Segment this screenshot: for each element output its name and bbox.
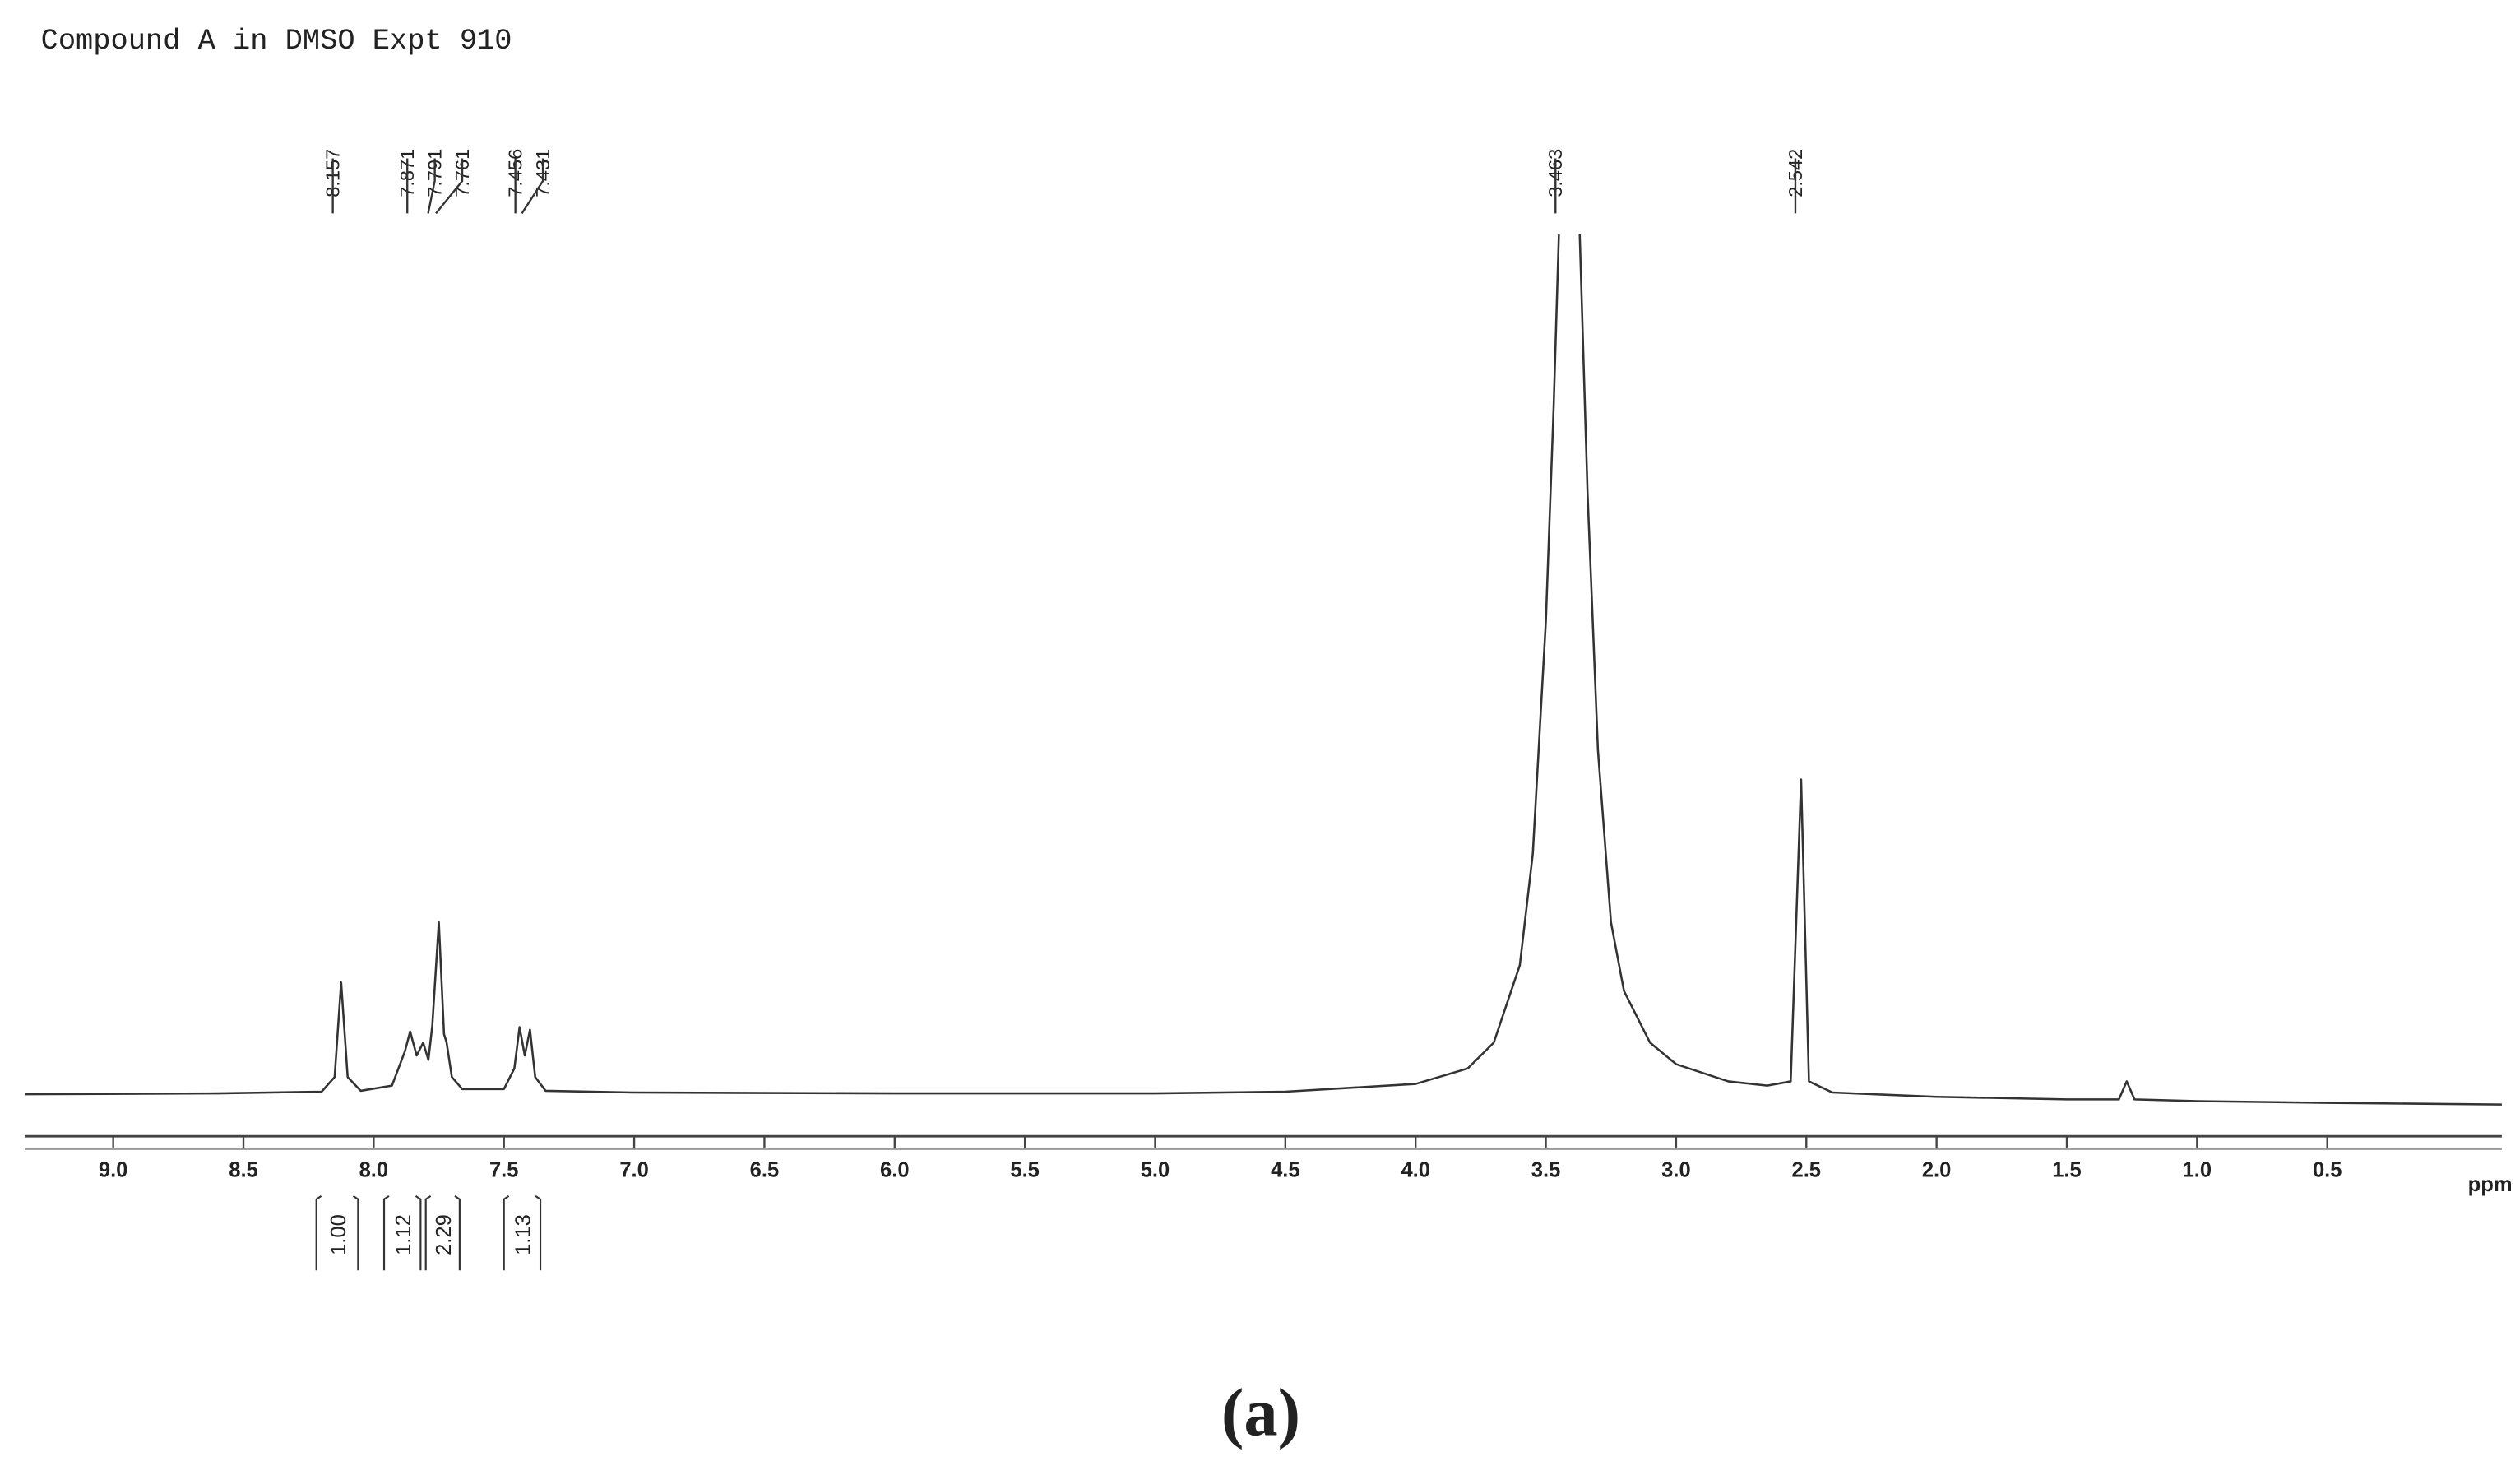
x-tick-label: 8.5 [229,1158,258,1181]
x-tick-label: 1.0 [2183,1158,2212,1181]
x-tick-label: 7.5 [489,1158,519,1181]
chart-title: Compound A in DMSO Expt 910 [41,25,512,58]
integral-label: 1.12 [392,1214,415,1255]
caption: (a) [1221,1375,1300,1450]
integral-bracket [503,1195,542,1271]
peak-leader [427,158,436,214]
x-tick-label: 3.0 [1661,1158,1691,1181]
x-tick-label: 0.5 [2313,1158,2342,1181]
integral-label: 2.29 [433,1214,456,1255]
x-tick-label: 7.0 [619,1158,649,1181]
integral-label: 1.13 [512,1214,535,1255]
integral-bracket [382,1195,422,1271]
peak-leader [435,158,464,215]
x-tick-label: 5.0 [1141,1158,1170,1181]
integral-bracket [315,1195,359,1271]
x-tick-label: 4.0 [1401,1158,1430,1181]
x-tick-label: 2.5 [1792,1158,1822,1181]
spectrum-line [24,234,2502,1106]
x-tick-label: 8.0 [359,1158,389,1181]
x-tick-label: 6.0 [880,1158,910,1181]
x-tick-label: 9.0 [99,1158,128,1181]
x-tick-label: 1.5 [2052,1158,2082,1181]
x-tick-label: 2.0 [1922,1158,1952,1181]
x-tick-label: 4.5 [1271,1158,1300,1181]
integral-bracket [424,1195,461,1271]
x-tick-label: 5.5 [1010,1158,1040,1181]
peak-leader [521,158,544,214]
integral-label: 1.00 [327,1214,350,1255]
x-tick-label: 3.5 [1531,1158,1560,1181]
x-axis-label: ppm [2468,1173,2513,1196]
x-tick-label: 6.5 [750,1158,780,1181]
